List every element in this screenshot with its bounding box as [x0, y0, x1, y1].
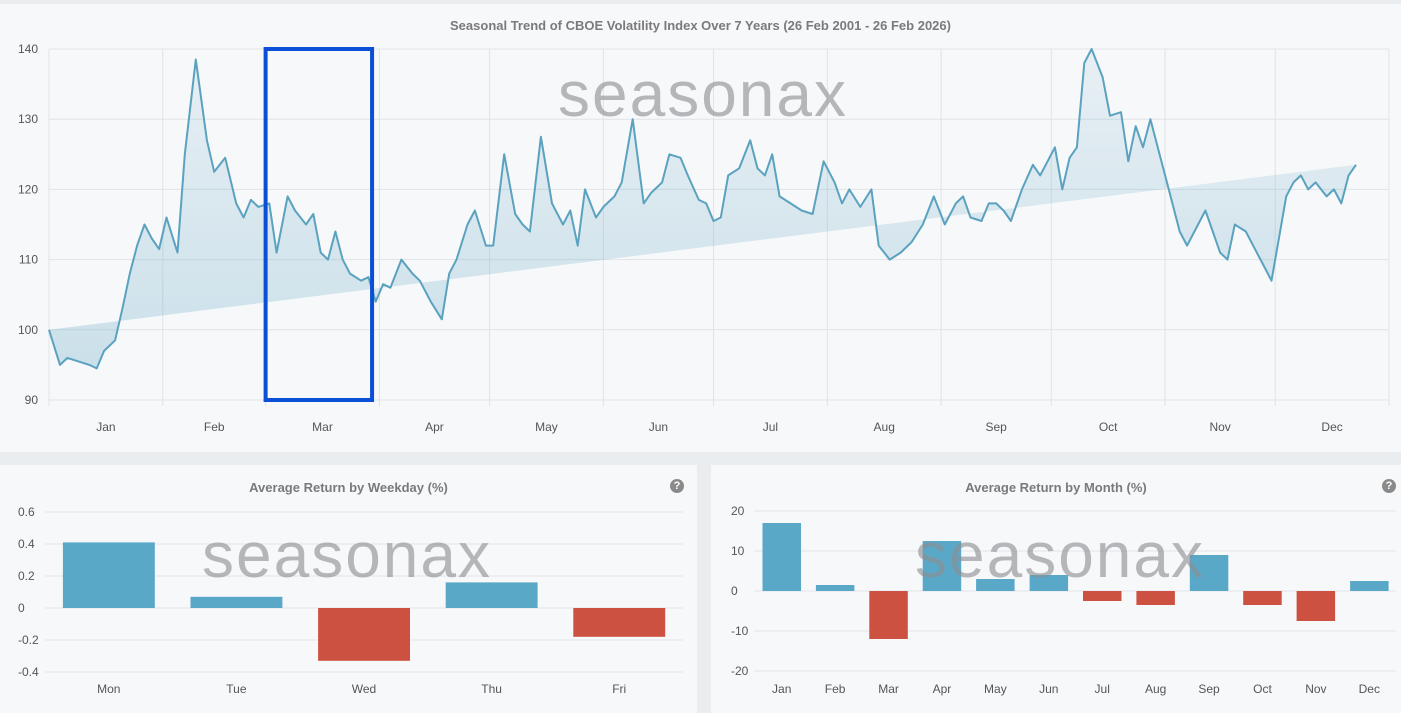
bar-feb: [815, 585, 855, 591]
x-tick-label: Oct: [1253, 682, 1272, 696]
x-tick-label: Feb: [204, 420, 225, 434]
bar-wed: [318, 608, 410, 661]
bar-oct: [1243, 591, 1282, 605]
y-tick-label: 90: [25, 393, 39, 407]
x-tick-label: Jun: [649, 420, 668, 434]
y-tick-label: 0.4: [18, 537, 35, 551]
x-tick-label: Dec: [1321, 420, 1342, 434]
month-chart: -20 -10 0 10 20 Jan Feb Mar Apr May Jun Jul Aug Sep Oc…: [731, 504, 1396, 696]
x-tick-label: Tue: [226, 682, 247, 696]
y-tick-label: -0.2: [18, 633, 39, 647]
y-tick-label: 130: [18, 112, 38, 126]
bar-mar: [869, 591, 908, 639]
y-tick-label: 0.2: [18, 569, 35, 583]
x-tick-label: Dec: [1359, 682, 1380, 696]
watermark: seasonax: [915, 519, 1205, 591]
y-tick-label: 120: [18, 182, 38, 196]
x-tick-label: Fri: [612, 682, 626, 696]
seasonal-area: [49, 49, 1356, 369]
x-tick-label: Aug: [874, 420, 895, 434]
x-tick-label: Apr: [933, 682, 952, 696]
weekday-chart: -0.4 -0.2 0 0.2 0.4 0.6 Mon Tue Wed Thu Fri season…: [18, 505, 683, 696]
bar-dec: [1350, 581, 1389, 591]
x-tick-label: Mon: [97, 682, 120, 696]
x-tick-label: Jul: [1095, 682, 1110, 696]
x-tick-label: May: [984, 682, 1007, 696]
weekday-chart-panel: Average Return by Weekday (%) ? -0.4 -0.2…: [0, 465, 697, 713]
highlight-box: [263, 47, 375, 402]
y-tick-label: -10: [731, 624, 749, 638]
y-tick-label: 140: [18, 42, 38, 56]
bar-tue: [190, 596, 283, 608]
seasonal-chart-panel: Seasonal Trend of CBOE Volatility Index …: [0, 4, 1401, 452]
bar-sep: [1189, 555, 1229, 591]
bar-jan: [762, 523, 801, 591]
help-icon[interactable]: ?: [670, 479, 684, 493]
watermark: seasonax: [202, 519, 492, 591]
bar-jun: [1029, 575, 1069, 591]
y-tick-label: -0.4: [18, 665, 39, 679]
seasonal-line: [48, 48, 1357, 370]
x-tick-label: Oct: [1099, 420, 1118, 434]
x-tick-label: Jan: [772, 682, 791, 696]
bar-apr: [922, 541, 962, 591]
y-tick-label: 100: [18, 323, 38, 337]
bar-mon: [62, 542, 155, 608]
x-tick-label: Jan: [96, 420, 115, 434]
x-tick-label: Sep: [1198, 682, 1220, 696]
bar-fri: [573, 608, 666, 637]
x-tick-label: Jul: [763, 420, 778, 434]
x-tick-label: Wed: [352, 682, 376, 696]
watermark: seasonax: [558, 58, 848, 130]
x-tick-label: Feb: [825, 682, 846, 696]
y-tick-label: 0: [731, 584, 738, 598]
month-chart-title: Average Return by Month (%): [965, 480, 1147, 495]
bar-jul: [1083, 591, 1122, 601]
y-tick-label: -20: [731, 664, 749, 678]
seasonal-chart-title: Seasonal Trend of CBOE Volatility Index …: [450, 18, 951, 33]
month-chart-panel: Average Return by Month (%) ? -20 -10 0 10 2…: [711, 465, 1401, 713]
y-tick-label: 110: [19, 253, 38, 267]
bar-aug: [1136, 591, 1175, 605]
x-tick-label: Nov: [1305, 682, 1326, 696]
y-tick-label: 10: [731, 544, 745, 558]
bar-nov: [1296, 591, 1336, 621]
bar-thu: [445, 582, 538, 608]
seasonal-chart: 90 100 110 120 130 140 Jan Feb Mar Apr May Jun Jul A…: [18, 42, 1390, 434]
x-tick-label: Mar: [312, 420, 333, 434]
x-tick-label: Nov: [1209, 420, 1230, 434]
x-tick-label: Jun: [1039, 682, 1058, 696]
x-tick-label: Aug: [1145, 682, 1166, 696]
y-tick-label: 0.6: [18, 505, 35, 519]
y-tick-label: 20: [731, 504, 745, 518]
help-icon[interactable]: ?: [1382, 479, 1396, 493]
bar-may: [976, 579, 1015, 591]
x-tick-label: Apr: [425, 420, 444, 434]
x-tick-label: May: [535, 420, 558, 434]
x-tick-label: Sep: [985, 420, 1007, 434]
weekday-chart-title: Average Return by Weekday (%): [249, 480, 448, 495]
x-tick-label: Mar: [878, 682, 899, 696]
y-tick-label: 0: [18, 601, 25, 615]
x-tick-label: Thu: [481, 682, 502, 696]
